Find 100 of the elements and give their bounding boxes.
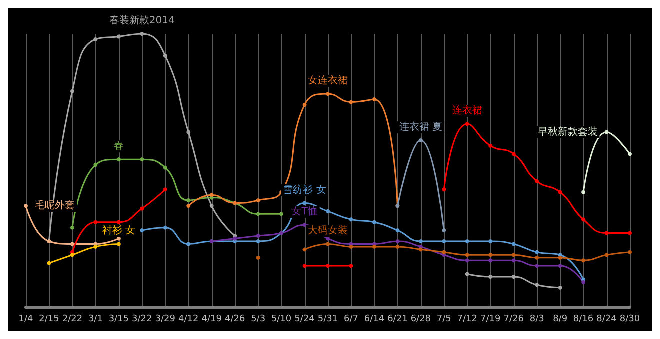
point xyxy=(465,258,470,263)
x-tick-label: 6/21 xyxy=(388,314,408,324)
point xyxy=(256,239,260,244)
point xyxy=(396,239,400,244)
series-label: 衬衫 女 xyxy=(102,224,136,237)
point xyxy=(604,253,609,258)
x-tick-label: 6/14 xyxy=(364,314,385,324)
point xyxy=(372,220,376,224)
point xyxy=(326,209,330,214)
point xyxy=(116,34,121,39)
point xyxy=(24,204,28,208)
point xyxy=(604,231,609,236)
x-tick-label: 8/9 xyxy=(553,314,568,324)
point xyxy=(163,188,168,192)
point xyxy=(535,250,540,254)
x-tick-label: 8/16 xyxy=(573,314,594,324)
point xyxy=(326,242,330,246)
x-tick-label: 8/24 xyxy=(596,314,618,324)
point xyxy=(116,220,121,224)
point xyxy=(396,244,400,249)
point xyxy=(302,102,307,107)
x-tick-label: 3/15 xyxy=(108,314,130,324)
point xyxy=(70,89,74,94)
point xyxy=(628,250,632,254)
point xyxy=(140,228,144,233)
x-tick-label: 8/3 xyxy=(530,314,544,324)
point xyxy=(512,258,516,263)
point xyxy=(442,239,446,244)
point xyxy=(210,204,214,208)
x-tick-label: 3/1 xyxy=(88,314,103,324)
x-tick-label: 5/24 xyxy=(294,314,316,324)
point xyxy=(186,198,191,203)
point xyxy=(94,220,98,224)
point xyxy=(116,158,121,162)
point xyxy=(326,92,330,96)
point xyxy=(512,242,516,246)
point xyxy=(535,179,540,184)
x-tick-label: 4/19 xyxy=(202,314,222,324)
point xyxy=(558,264,562,268)
point xyxy=(302,223,307,228)
point xyxy=(465,253,470,258)
point xyxy=(140,32,144,36)
point xyxy=(442,228,446,233)
series-label: 早秋新款套装 xyxy=(538,126,598,138)
point xyxy=(186,130,191,134)
point xyxy=(582,280,586,284)
series-label: 女T恤 xyxy=(292,206,318,218)
x-tick-label: 6/28 xyxy=(410,314,432,324)
point xyxy=(396,228,400,233)
x-tick-label: 7/26 xyxy=(504,314,524,324)
point xyxy=(70,226,74,230)
point xyxy=(140,158,144,162)
x-tick-label: 4/26 xyxy=(224,314,246,324)
point xyxy=(326,264,330,268)
x-tick-label: 4/12 xyxy=(178,314,199,324)
series-label: 连衣裙 夏 xyxy=(399,120,443,133)
point xyxy=(372,244,376,249)
point xyxy=(349,218,354,222)
point xyxy=(163,226,168,230)
point xyxy=(256,198,260,203)
point xyxy=(582,190,586,194)
point xyxy=(372,98,376,102)
point xyxy=(186,242,191,246)
point xyxy=(535,283,540,288)
point xyxy=(280,212,284,216)
x-tick-label: 2/22 xyxy=(62,314,83,324)
point xyxy=(186,204,191,208)
point xyxy=(442,188,446,192)
x-tick-label: 3/29 xyxy=(155,314,176,324)
point xyxy=(140,206,144,211)
series-label: 女连衣裙 xyxy=(308,74,348,87)
point xyxy=(628,152,632,156)
series-label: 大码女装 xyxy=(308,224,348,237)
point xyxy=(210,193,214,198)
point xyxy=(604,130,609,134)
point xyxy=(256,234,260,238)
x-tick-label: 8/30 xyxy=(620,314,640,324)
point xyxy=(535,264,540,268)
point xyxy=(256,256,260,260)
point xyxy=(488,239,493,244)
point xyxy=(582,218,586,222)
point xyxy=(94,37,98,42)
point xyxy=(488,258,493,263)
point xyxy=(302,201,307,206)
point xyxy=(418,138,423,142)
point xyxy=(349,100,354,104)
x-tick-label: 1/4 xyxy=(18,314,34,324)
point xyxy=(582,258,586,263)
point xyxy=(488,144,493,148)
point xyxy=(418,248,423,252)
point xyxy=(488,274,493,279)
point xyxy=(70,253,74,258)
x-tick-label: 5/31 xyxy=(318,314,338,324)
point xyxy=(512,253,516,258)
x-tick-label: 6/7 xyxy=(344,314,358,324)
x-tick-label: 5/10 xyxy=(271,314,292,324)
point xyxy=(465,122,470,126)
point xyxy=(47,261,52,266)
series-label: 雪纺衫 女 xyxy=(283,184,326,196)
x-tick-label: 7/19 xyxy=(480,314,501,324)
